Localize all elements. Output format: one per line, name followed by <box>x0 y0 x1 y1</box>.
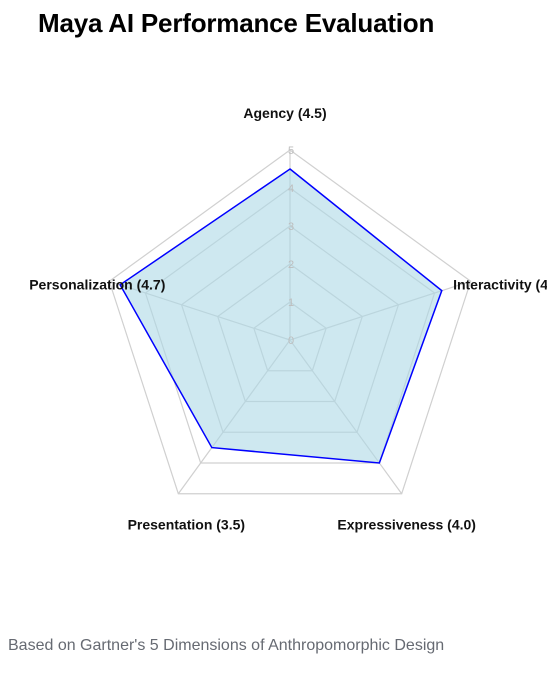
axis-label-expressiveness: Expressiveness (4.0) <box>337 517 476 533</box>
tick-label: 3 <box>288 221 294 233</box>
footer-note: Based on Gartner's 5 Dimensions of Anthr… <box>8 637 445 654</box>
axis-label-interactivity: Interactivity (4.2) <box>453 276 547 292</box>
tick-label: 5 <box>288 145 294 157</box>
axis-label-presentation: Presentation (3.5) <box>128 517 245 533</box>
tick-label: 0 <box>288 335 294 347</box>
radar-chart: 0 1 2 3 4 5 Agency (4.5) Interactivity (4.2) Ex… <box>29 105 547 533</box>
axis-label-personalization: Personalization (4.7) <box>29 276 165 292</box>
grid-ring-5 <box>108 149 472 495</box>
page-title: Maya AI Performance Evaluation <box>38 8 435 38</box>
tick-label: 4 <box>288 183 294 195</box>
tick-label: 1 <box>288 297 294 309</box>
tick-label: 2 <box>288 259 294 271</box>
data-layer <box>119 168 443 464</box>
label-layer: Agency (4.5) Interactivity (4.2) Expressiv… <box>29 105 547 533</box>
axis-label-agency: Agency (4.5) <box>243 105 326 121</box>
tick-layer: 0 1 2 3 4 5 <box>288 145 294 347</box>
radar-chart-svg: 0 1 2 3 4 5 Agency (4.5) Interactivity (4.2) Ex… <box>29 105 547 533</box>
data-polygon <box>119 168 443 464</box>
